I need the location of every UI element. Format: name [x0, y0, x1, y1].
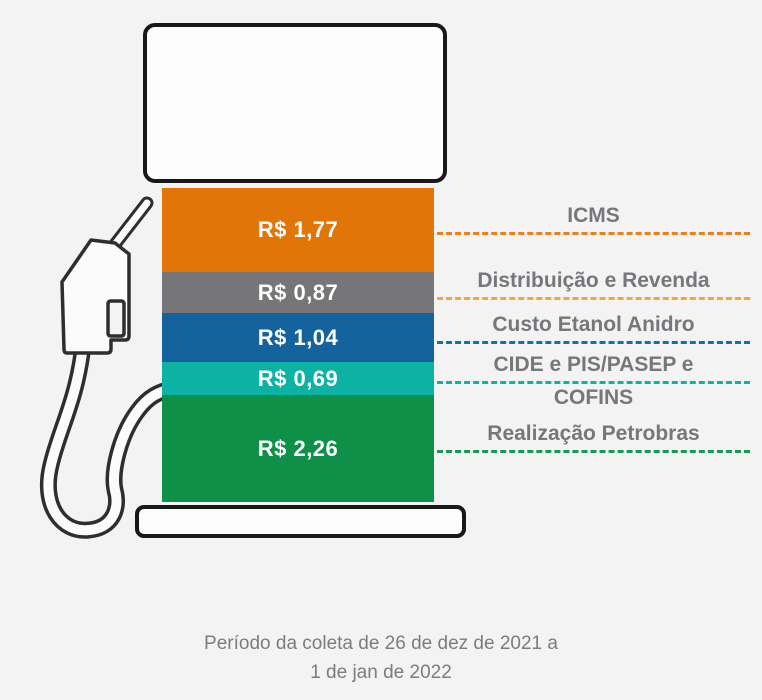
- bar-segment-icms: R$ 1,77: [162, 188, 434, 272]
- legend-label-cide-e-pis-pasep-e-cofins-line-2: COFINS: [553, 386, 634, 409]
- legend-connector-line-realiza-o-petrobras: [437, 450, 750, 453]
- pump-display-screen: [143, 23, 447, 183]
- bar-segment-custo-etanol-anidro: R$ 1,04: [162, 313, 434, 362]
- bar-value-distribui-o-e-revenda: R$ 0,87: [257, 279, 339, 305]
- legend-connector-line-custo-etanol-anidro: [437, 341, 750, 344]
- caption-line-2: 1 de jan de 2022: [310, 662, 452, 683]
- legend-connector-line-distribui-o-e-revenda: [437, 297, 750, 300]
- fuel-nozzle-icon: [39, 196, 175, 539]
- caption: Período da coleta de 26 de dez de 2021 a…: [0, 629, 762, 687]
- legend-label-custo-etanol-anidro: Custo Etanol Anidro: [492, 313, 695, 336]
- bar-segment-distribui-o-e-revenda: R$ 0,87: [162, 272, 434, 313]
- pump-base: [135, 505, 466, 538]
- bar-value-realiza-o-petrobras: R$ 2,26: [257, 435, 339, 461]
- legend-label-cide-e-pis-pasep-e-cofins: CIDE e PIS/PASEP e: [493, 353, 694, 376]
- legend: ICMS Distribuição e Revenda Custo Etanol A…: [437, 0, 750, 520]
- bar-segment-realiza-o-petrobras: R$ 2,26: [162, 395, 434, 502]
- legend-label-realiza-o-petrobras: Realização Petrobras: [487, 422, 700, 445]
- bar-value-custo-etanol-anidro: R$ 1,04: [257, 324, 339, 350]
- caption-line-1: Período da coleta de 26 de dez de 2021 a: [204, 633, 558, 654]
- bar-value-icms: R$ 1,77: [257, 217, 339, 242]
- legend-label-distribui-o-e-revenda: Distribuição e Revenda: [477, 269, 710, 292]
- stacked-price-bar: R$ 1,77 R$ 0,87 R$ 1,04 R$ 0,69 R$ 2,26: [162, 188, 434, 502]
- legend-connector-line-cide-e-pis-pasep-e-cofins: [437, 381, 750, 384]
- bar-segment-cide-e-pis-pasep-e-cofins: R$ 0,69: [162, 362, 434, 395]
- legend-connector-line-icms: [437, 232, 750, 235]
- legend-label-icms: ICMS: [567, 204, 620, 227]
- bar-value-cide-e-pis-pasep-e-cofins: R$ 0,69: [257, 365, 339, 391]
